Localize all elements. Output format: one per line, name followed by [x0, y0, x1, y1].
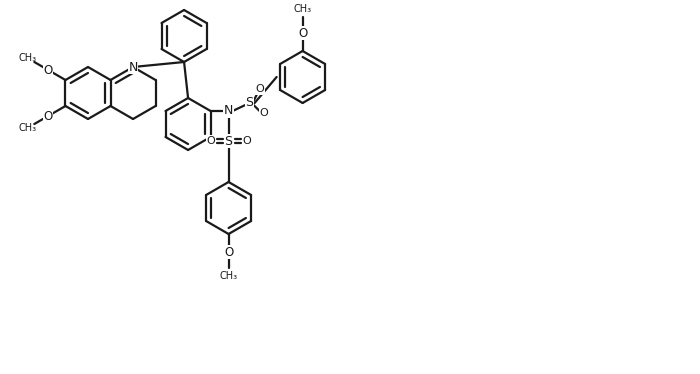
Text: S: S [246, 96, 253, 110]
Text: O: O [206, 136, 215, 146]
Text: O: O [259, 108, 268, 118]
Text: CH₃: CH₃ [220, 271, 237, 281]
Text: CH₃: CH₃ [18, 53, 36, 63]
Text: O: O [298, 27, 307, 40]
Text: O: O [224, 245, 233, 258]
Text: S: S [225, 135, 232, 147]
Text: N: N [128, 61, 138, 74]
Text: O: O [43, 110, 52, 123]
Text: O: O [43, 64, 52, 77]
Text: N: N [224, 104, 233, 117]
Text: CH₃: CH₃ [18, 123, 36, 133]
Text: O: O [256, 84, 264, 94]
Text: CH₃: CH₃ [293, 4, 312, 14]
Text: O: O [242, 136, 251, 146]
